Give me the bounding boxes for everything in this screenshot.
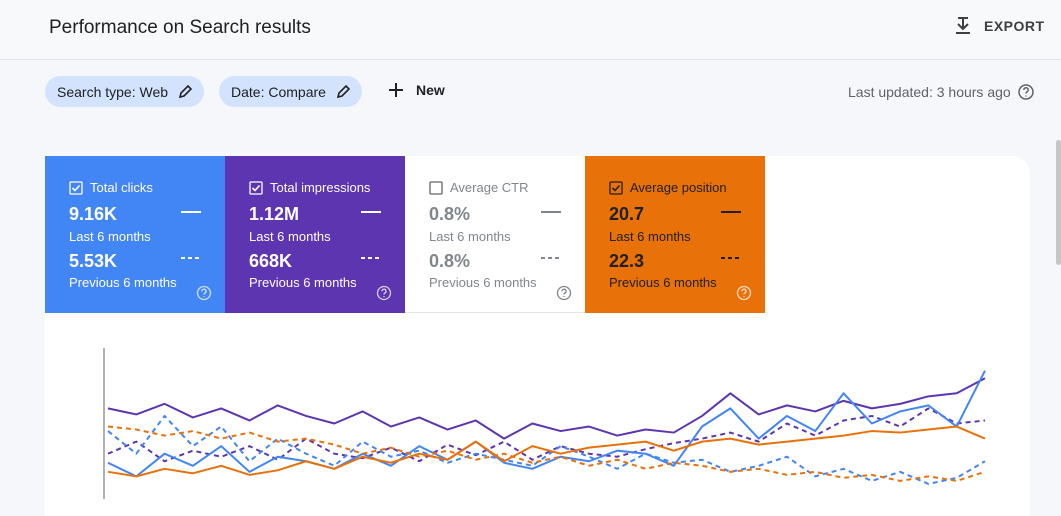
previous-period: Previous 6 months: [429, 275, 537, 290]
checkbox-box: [69, 180, 83, 195]
previous-period: Previous 6 months: [69, 275, 177, 290]
chip-label: Date: Compare: [231, 83, 326, 100]
checkmark: [251, 184, 261, 192]
metric-label: Total clicks: [90, 180, 153, 195]
chart: [103, 348, 986, 499]
metric-label: Total impressions: [270, 180, 371, 195]
help-glyph: [561, 288, 567, 297]
legend-dashed: [541, 257, 561, 259]
metric-label: Average CTR: [450, 180, 529, 195]
current-period: Last 6 months: [429, 229, 511, 244]
current-period: Last 6 months: [609, 229, 691, 244]
series-line: [107, 370, 986, 478]
new-filter-button[interactable]: New: [388, 82, 445, 98]
legend-solid: [541, 211, 561, 213]
export-button[interactable]: EXPORT: [954, 16, 1045, 36]
new-label: New: [416, 82, 445, 98]
scrollbar[interactable]: [1056, 140, 1061, 265]
metric-label: Average position: [630, 180, 727, 195]
edit-icon: [336, 84, 350, 98]
help-circle: [196, 285, 212, 301]
checkmark: [71, 184, 81, 192]
legend-dashed: [721, 257, 741, 259]
metric-tile[interactable]: Average position 20.7 Last 6 months 22.3 Pre…: [585, 156, 765, 313]
tile-header: Total clicks: [69, 180, 153, 195]
edit-icon: [178, 84, 193, 98]
current-period: Last 6 months: [249, 229, 331, 244]
last-updated-text: Last updated: 3 hours ago: [848, 84, 1011, 100]
filter-chip[interactable]: Date: Compare: [219, 76, 362, 107]
help-icon: [556, 285, 572, 301]
tile-header: Average position: [609, 180, 727, 195]
metric-tile[interactable]: Total clicks 9.16K Last 6 months 5.53K Previ…: [45, 156, 225, 313]
download-icon: [956, 17, 970, 34]
page: {"header":{"title":"Performance on Searc…: [0, 0, 1061, 499]
current-value: 9.16K: [69, 204, 118, 224]
help-circle: [376, 285, 392, 301]
series-line: [107, 407, 986, 463]
series-line: [107, 414, 986, 485]
filter-chip[interactable]: Search type: Web: [45, 76, 205, 107]
current-value: 20.7: [609, 204, 645, 224]
help-circle: [736, 285, 752, 301]
checkbox: [249, 180, 263, 195]
metric-tile[interactable]: Average CTR 0.8% Last 6 months 0.8% Previous…: [405, 156, 585, 313]
previous-value: 5.53K: [69, 251, 118, 271]
help-glyph: [201, 288, 207, 297]
previous-value: 668K: [249, 251, 293, 271]
help-icon: [736, 285, 752, 301]
export-label: EXPORT: [984, 18, 1045, 34]
help-icon: [376, 285, 392, 301]
legend-solid: [181, 211, 201, 213]
series-line: [107, 425, 986, 482]
checkbox: [609, 180, 623, 195]
checkbox: [429, 180, 443, 195]
current-period: Last 6 months: [69, 229, 151, 244]
current-value: 0.8%: [429, 204, 471, 224]
checkbox: [69, 180, 83, 195]
legend-dashed: [181, 257, 201, 259]
tile-header: Total impressions: [249, 180, 370, 195]
help-icon: [196, 285, 212, 301]
checkbox-box: [429, 180, 443, 195]
legend-solid: [721, 211, 741, 213]
plus-icon: [389, 83, 403, 97]
checkbox-box: [249, 180, 263, 195]
checkbox-box: [609, 180, 623, 195]
help-glyph: [741, 288, 747, 297]
help-glyph: [381, 288, 387, 297]
chip-label: Search type: Web: [57, 83, 169, 100]
previous-value: 22.3: [609, 251, 645, 271]
tile-header: Average CTR: [429, 180, 529, 195]
help-circle: [556, 285, 572, 301]
page-title: Performance on Search results: [49, 17, 311, 38]
help-icon[interactable]: [1017, 83, 1035, 101]
header: Performance on Search results EXPORT: [0, 0, 1061, 60]
last-updated: Last updated: 3 hours ago: [848, 83, 1035, 101]
previous-period: Previous 6 months: [249, 275, 357, 290]
previous-period: Previous 6 months: [609, 275, 717, 290]
previous-value: 0.8%: [429, 251, 471, 271]
series-line: [107, 377, 986, 440]
legend-dashed: [361, 257, 381, 259]
series-line: [107, 425, 986, 478]
checkmark: [611, 184, 621, 192]
metric-tile[interactable]: Total impressions 1.12M Last 6 months 668K P…: [225, 156, 405, 313]
performance-card: Total clicks 9.16K Last 6 months 5.53K Previ…: [45, 156, 1030, 516]
legend-solid: [361, 211, 381, 213]
current-value: 1.12M: [249, 204, 300, 224]
